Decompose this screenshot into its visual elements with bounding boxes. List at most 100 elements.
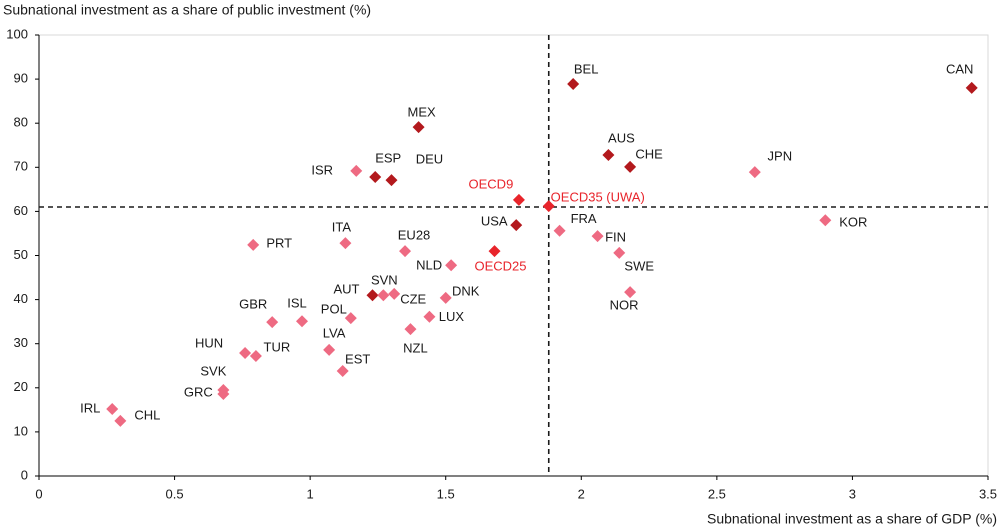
- data-point: [247, 238, 260, 251]
- y-tick-label: 0: [21, 467, 28, 482]
- point-label: FRA: [571, 211, 597, 226]
- point-label: ISR: [311, 162, 333, 177]
- data-point: [366, 289, 379, 302]
- point-label: SWE: [624, 258, 654, 273]
- data-point: [377, 289, 390, 302]
- data-point: [512, 193, 525, 206]
- plot-area: [38, 34, 989, 477]
- data-point: [350, 164, 363, 177]
- data-point: [624, 160, 637, 173]
- y-tick-label: 70: [14, 159, 28, 174]
- data-point: [399, 245, 412, 258]
- data-point: [412, 121, 425, 134]
- point-label: EST: [345, 351, 370, 366]
- data-point: [336, 365, 349, 378]
- point-label: KOR: [839, 215, 867, 230]
- y-tick-label: 40: [14, 291, 28, 306]
- point-label: ESP: [375, 150, 401, 165]
- point-label: OECD35 (UWA): [551, 190, 645, 205]
- point-label: AUS: [608, 130, 635, 145]
- point-label: CAN: [946, 61, 973, 76]
- x-tick-label: 3.5: [979, 486, 997, 501]
- data-point: [404, 323, 417, 336]
- point-label: TUR: [264, 339, 291, 354]
- point-label: LUX: [439, 309, 465, 324]
- point-label: DEU: [416, 152, 443, 167]
- x-tick-label: 0.5: [166, 486, 184, 501]
- x-tick-label: 0: [35, 486, 42, 501]
- point-label: MEX: [408, 105, 437, 120]
- data-point: [748, 166, 761, 179]
- point-label: SVN: [371, 273, 398, 288]
- x-tick-label: 2: [578, 486, 585, 501]
- data-point: [339, 237, 352, 250]
- point-label: OECD25: [475, 259, 527, 274]
- data-point: [602, 148, 615, 161]
- data-point: [239, 346, 252, 359]
- data-point: [217, 387, 230, 400]
- point-label: GRC: [184, 384, 213, 399]
- y-tick-label: 60: [14, 203, 28, 218]
- y-tick-label: 10: [14, 423, 28, 438]
- point-label: IRL: [80, 400, 100, 415]
- y-tick-label: 100: [6, 26, 28, 41]
- point-label: BEL: [574, 61, 599, 76]
- point-label: POL: [321, 302, 347, 317]
- data-point: [488, 245, 501, 258]
- point-label: CHE: [635, 146, 663, 161]
- data-point: [591, 230, 604, 243]
- point-label: CZE: [400, 291, 426, 306]
- x-tick-label: 3: [849, 486, 856, 501]
- data-point: [553, 224, 566, 237]
- data-point: [369, 171, 382, 184]
- y-tick-label: 30: [14, 335, 28, 350]
- point-label: SVK: [200, 363, 226, 378]
- point-label: LVA: [323, 325, 346, 340]
- data-point: [965, 81, 978, 94]
- point-label: ITA: [332, 220, 352, 235]
- point-label: AUT: [334, 282, 360, 297]
- data-point: [819, 214, 832, 227]
- data-point: [510, 219, 523, 232]
- y-tick-label: 80: [14, 115, 28, 130]
- data-point: [106, 402, 119, 415]
- point-label: GBR: [239, 297, 267, 312]
- point-label: HUN: [195, 335, 223, 350]
- data-point: [439, 291, 452, 304]
- point-label: EU28: [398, 228, 431, 243]
- data-point: [323, 343, 336, 356]
- y-tick-label: 50: [14, 247, 28, 262]
- point-label: NLD: [416, 258, 442, 273]
- x-tick-label: 1.5: [437, 486, 455, 501]
- data-point: [388, 287, 401, 300]
- x-tick-label: 1: [307, 486, 314, 501]
- y-tick-label: 90: [14, 71, 28, 86]
- data-point: [624, 286, 637, 299]
- point-label: DNK: [452, 283, 480, 298]
- data-point: [266, 316, 279, 329]
- point-label: NZL: [403, 341, 428, 356]
- point-label: JPN: [768, 149, 793, 164]
- data-point: [613, 246, 626, 259]
- data-point: [249, 350, 262, 363]
- x-tick-label: 2.5: [708, 486, 726, 501]
- point-label: USA: [481, 214, 508, 229]
- data-point: [385, 174, 398, 187]
- data-point: [567, 77, 580, 90]
- data-point: [296, 315, 309, 328]
- y-axis-title: Subnational investment as a share of pub…: [3, 2, 371, 18]
- point-label: OECD9: [469, 176, 514, 191]
- data-point: [114, 414, 127, 427]
- data-point: [445, 259, 458, 272]
- data-point: [542, 200, 555, 213]
- point-label: CHL: [134, 407, 160, 422]
- point-label: PRT: [266, 235, 292, 250]
- y-tick-label: 20: [14, 379, 28, 394]
- point-label: ISL: [287, 296, 307, 311]
- point-label: FIN: [605, 230, 626, 245]
- data-point: [423, 310, 436, 323]
- point-label: NOR: [610, 298, 639, 313]
- data-point: [344, 312, 357, 325]
- x-axis-title: Subnational investment as a share of GDP…: [707, 511, 997, 527]
